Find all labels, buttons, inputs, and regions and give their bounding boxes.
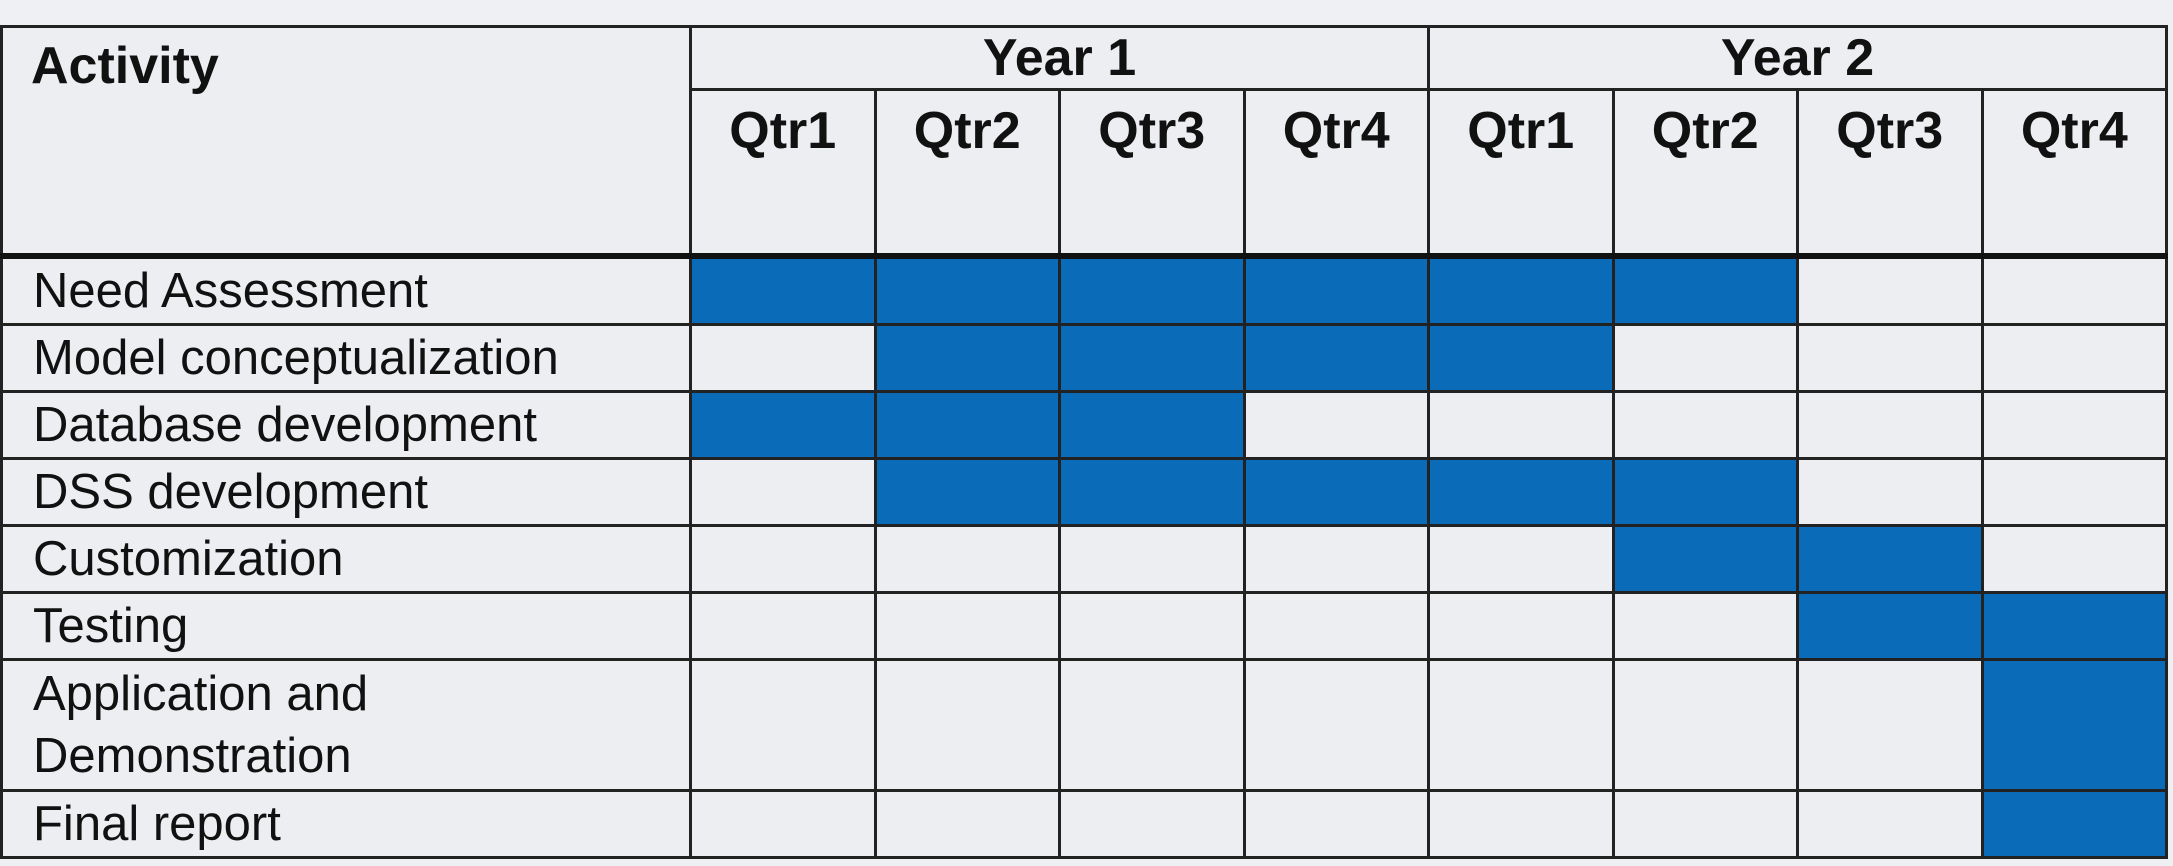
gantt-table-wrap: Activity Year 1 Year 2 Qtr1 Qtr2 Qtr3 Qtr4 Qtr1…: [0, 25, 2169, 859]
activity-name: Model conceptualization: [0, 323, 692, 393]
shaded-cell: [1427, 254, 1615, 326]
empty-cell: [1796, 457, 1984, 527]
quarter-header: Qtr2: [873, 88, 1061, 259]
empty-cell: [1796, 658, 1984, 792]
empty-cell: [1058, 658, 1246, 792]
year-header: Year 2: [1427, 25, 2169, 91]
activity-row: Application and Demonstration: [0, 658, 2169, 792]
shaded-cell: [1427, 323, 1615, 393]
empty-cell: [873, 591, 1061, 661]
quarter-header: Qtr1: [689, 88, 877, 259]
shaded-cell: [1242, 323, 1431, 393]
empty-cell: [1427, 789, 1615, 859]
quarter-header: Qtr4: [1242, 88, 1431, 259]
shaded-cell: [873, 457, 1061, 527]
empty-cell: [1242, 524, 1431, 594]
gantt-table: Activity Year 1 Year 2 Qtr1 Qtr2 Qtr3 Qtr4 Qtr1…: [0, 25, 2169, 859]
shaded-cell: [689, 390, 877, 460]
shaded-cell: [1796, 524, 1984, 594]
shaded-cell: [1242, 457, 1431, 527]
quarter-header: Qtr3: [1058, 88, 1246, 259]
empty-cell: [1242, 658, 1431, 792]
empty-cell: [1980, 254, 2169, 326]
empty-cell: [1611, 390, 1800, 460]
empty-cell: [1796, 323, 1984, 393]
shaded-cell: [1611, 254, 1800, 326]
empty-cell: [1980, 390, 2169, 460]
quarter-header: Qtr2: [1611, 88, 1800, 259]
quarter-header: Qtr1: [1427, 88, 1615, 259]
shaded-cell: [1058, 323, 1246, 393]
shaded-cell: [1058, 457, 1246, 527]
empty-cell: [1058, 524, 1246, 594]
empty-cell: [1980, 524, 2169, 594]
activity-header: Activity: [0, 25, 692, 259]
year-header: Year 1: [688, 25, 1431, 91]
empty-cell: [1427, 524, 1615, 594]
empty-cell: [873, 658, 1061, 792]
empty-cell: [1611, 658, 1800, 792]
shaded-cell: [1611, 524, 1800, 594]
shaded-cell: [1980, 658, 2169, 792]
quarter-header: Qtr3: [1796, 88, 1984, 259]
activity-row: Customization: [0, 524, 2169, 594]
shaded-cell: [1242, 254, 1431, 326]
shaded-cell: [1427, 457, 1615, 527]
empty-cell: [1796, 254, 1984, 326]
activity-row: Database development: [0, 390, 2169, 460]
shaded-cell: [1980, 591, 2169, 661]
empty-cell: [1796, 789, 1984, 859]
shaded-cell: [1611, 457, 1800, 527]
activity-name: Final report: [0, 789, 692, 859]
activity-name: Testing: [0, 591, 692, 661]
empty-cell: [873, 789, 1061, 859]
empty-cell: [1427, 591, 1615, 661]
empty-cell: [1058, 789, 1246, 859]
activity-name: Need Assessment: [0, 254, 692, 326]
activity-row: DSS development: [0, 457, 2169, 527]
activity-name: Customization: [0, 524, 692, 594]
empty-cell: [1980, 323, 2169, 393]
empty-cell: [689, 524, 877, 594]
header-row: Activity Year 1 Year 2: [0, 25, 2169, 259]
empty-cell: [1796, 390, 1984, 460]
empty-cell: [1611, 789, 1800, 859]
empty-cell: [689, 457, 877, 527]
empty-cell: [1427, 658, 1615, 792]
empty-cell: [1611, 591, 1800, 661]
empty-cell: [1242, 390, 1431, 460]
activity-row: Testing: [0, 591, 2169, 661]
shaded-cell: [873, 323, 1061, 393]
empty-cell: [1611, 323, 1800, 393]
empty-cell: [689, 789, 877, 859]
shaded-cell: [1796, 591, 1984, 661]
empty-cell: [1058, 591, 1246, 661]
activity-row: Need Assessment: [0, 254, 2169, 326]
quarter-header: Qtr4: [1980, 88, 2169, 259]
empty-cell: [1427, 390, 1615, 460]
shaded-cell: [1058, 390, 1246, 460]
shaded-cell: [1980, 789, 2169, 859]
empty-cell: [1242, 591, 1431, 661]
empty-cell: [1242, 789, 1431, 859]
activity-row: Model conceptualization: [0, 323, 2169, 393]
empty-cell: [689, 658, 877, 792]
shaded-cell: [873, 254, 1061, 326]
header-row: Qtr1 Qtr2 Qtr3 Qtr4 Qtr1 Qtr2 Qtr3 Qtr4: [2, 88, 2169, 259]
empty-cell: [689, 323, 877, 393]
activity-name: Application and Demonstration: [0, 658, 692, 792]
activity-name: Database development: [0, 390, 692, 460]
shaded-cell: [689, 254, 877, 326]
empty-cell: [689, 591, 877, 661]
activity-row: Final report: [0, 789, 2169, 859]
shaded-cell: [1058, 254, 1246, 326]
activity-name: DSS development: [0, 457, 692, 527]
empty-cell: [873, 524, 1061, 594]
empty-cell: [1980, 457, 2169, 527]
shaded-cell: [873, 390, 1061, 460]
